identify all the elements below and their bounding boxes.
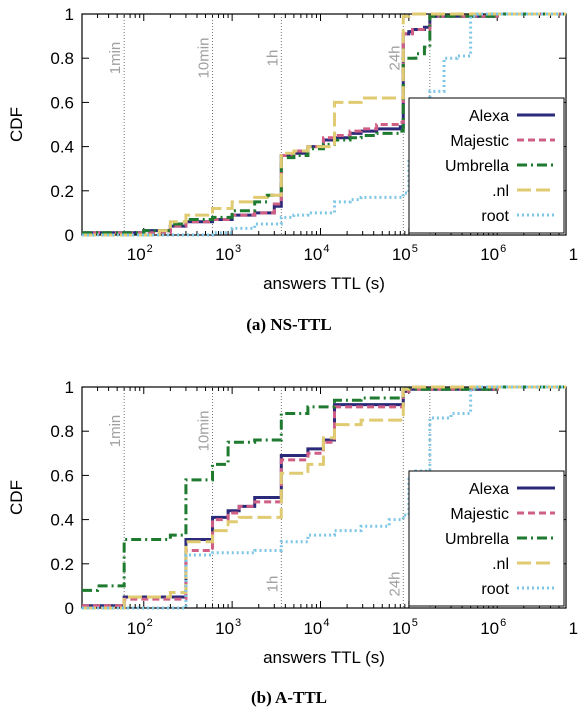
legend-label: root [481, 581, 509, 598]
y-tick-label: 0.6 [50, 466, 74, 485]
y-axis-label: CDF [7, 480, 26, 515]
y-tick-label: 1 [65, 378, 74, 397]
legend-label: Majestic [450, 133, 509, 150]
y-axis-label: CDF [7, 107, 26, 142]
x-tick-label: 104 [303, 243, 329, 264]
y-tick-label: 0.4 [50, 138, 74, 157]
series-line-majestic [82, 12, 566, 235]
x-tick-label: 105 [392, 243, 418, 264]
x-tick-label: 106 [480, 243, 506, 264]
x-tick-label: 107 [569, 617, 578, 638]
chart-panel-a: 0 0.2 0.4 0.6 0.8 1 102 103 104 105 106 107 1min 10mi… [7, 5, 578, 334]
series-line-umbrella [82, 385, 566, 592]
y-tick-label: 0.6 [50, 93, 74, 112]
x-tick-label: 102 [127, 243, 153, 264]
y-tick-label: 0.8 [50, 49, 74, 68]
legend-label: Umbrella [445, 158, 509, 175]
legend-label: .nl [492, 183, 509, 200]
x-tick-label: 105 [392, 617, 418, 638]
x-tick-label: 103 [215, 243, 241, 264]
reference-line-label: 10min [196, 411, 213, 452]
y-tick-label: 0.8 [50, 422, 74, 441]
x-tick-label: 106 [480, 617, 506, 638]
series-line-nl [82, 385, 566, 610]
x-axis-label: answers TTL (s) [263, 648, 385, 667]
y-tick-label: 1 [65, 5, 74, 24]
x-tick-label: 107 [569, 243, 578, 264]
y-tick-label: 0.4 [50, 511, 74, 530]
x-axis-label: answers TTL (s) [263, 274, 385, 293]
legend-label: Umbrella [445, 531, 509, 548]
x-tick-label: 102 [127, 617, 153, 638]
series-line-nl [82, 12, 566, 237]
plot-frame [81, 386, 567, 609]
y-tick-label: 0.2 [50, 182, 74, 201]
reference-line-label: 24h [386, 45, 403, 70]
y-tick-label: 0 [65, 226, 74, 245]
y-tick-label: 0.2 [50, 555, 74, 574]
reference-line-label: 10min [196, 38, 213, 79]
legend-label: Majestic [450, 506, 509, 523]
reference-line-label: 1h [264, 50, 281, 67]
figure-caption: (a) NS-TTL [246, 315, 331, 334]
figure-caption: (b) A-TTL [251, 688, 327, 707]
legend-label: root [481, 208, 509, 225]
reference-line-label: 1h [264, 576, 281, 593]
series-line-root [82, 12, 566, 237]
reference-line-label: 1min [107, 42, 124, 75]
y-tick-label: 0 [65, 599, 74, 618]
reference-line-label: 24h [386, 571, 403, 596]
x-tick-label: 103 [215, 617, 241, 638]
chart-panel-b: 0 0.2 0.4 0.6 0.8 1 102 103 104 105 106 107 1min 10mi… [7, 378, 578, 707]
legend-label: Alexa [469, 481, 509, 498]
x-tick-label: 104 [303, 617, 329, 638]
plot-frame [81, 13, 567, 236]
legend-label: Alexa [469, 108, 509, 125]
legend-label: .nl [492, 556, 509, 573]
reference-line-label: 1min [107, 415, 124, 448]
